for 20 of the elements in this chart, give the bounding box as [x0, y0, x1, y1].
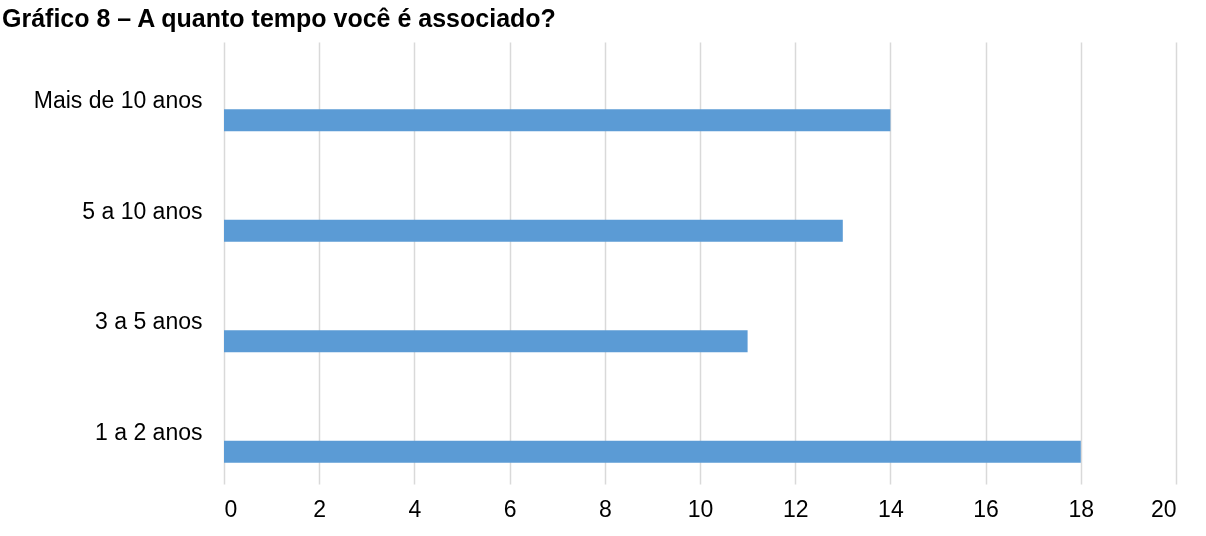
x-tick-label: 0: [224, 495, 238, 522]
x-tick-label: 16: [973, 495, 999, 522]
x-tick-label: 10: [687, 495, 714, 522]
bar: [224, 440, 1081, 463]
y-tick-label: 3 a 5 anos: [95, 308, 203, 335]
bar: [224, 219, 843, 242]
x-tick-label: 4: [408, 495, 422, 522]
x-tick-label: 14: [878, 495, 904, 522]
bar: [224, 109, 891, 132]
y-tick-label: 1 a 2 anos: [95, 418, 203, 445]
y-tick-label: Mais de 10 anos: [33, 87, 203, 114]
x-tick-label: 12: [782, 495, 809, 522]
chart-title: Gráfico 8 – A quanto tempo você é associado?: [2, 4, 556, 32]
x-tick-label: 20: [1150, 495, 1177, 522]
x-tick-label: 18: [1068, 495, 1095, 522]
x-tick-label: 8: [598, 495, 612, 522]
y-tick-label: 5 a 10 anos: [82, 197, 203, 224]
x-tick-label: 6: [503, 495, 517, 522]
bar: [224, 330, 748, 353]
x-tick-label: 2: [313, 495, 327, 522]
